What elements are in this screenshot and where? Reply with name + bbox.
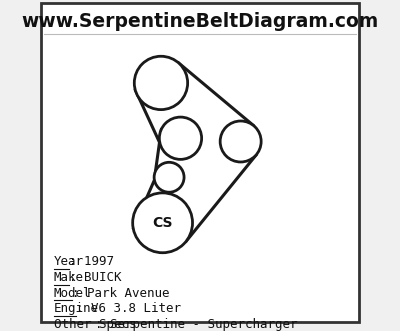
Text: : 1997: : 1997 [68,255,114,268]
Text: CS: CS [152,216,173,230]
Circle shape [159,117,202,160]
Circle shape [220,121,261,162]
Circle shape [133,193,192,253]
FancyBboxPatch shape [41,3,359,322]
Text: : Park Avenue: : Park Avenue [72,287,170,300]
Text: : V6 3.8 Liter: : V6 3.8 Liter [76,302,181,315]
Text: : Serpentine - Supercharger: : Serpentine - Supercharger [95,318,297,331]
Text: Make: Make [54,271,84,284]
Text: : BUICK: : BUICK [68,271,121,284]
Circle shape [154,162,184,192]
Text: Other Specs: Other Specs [54,318,136,331]
Text: Year: Year [54,255,84,268]
Text: Engine: Engine [54,302,99,315]
Text: Model: Model [54,287,91,300]
Text: www.SerpentineBeltDiagram.com: www.SerpentineBeltDiagram.com [21,12,379,31]
Circle shape [134,56,188,110]
